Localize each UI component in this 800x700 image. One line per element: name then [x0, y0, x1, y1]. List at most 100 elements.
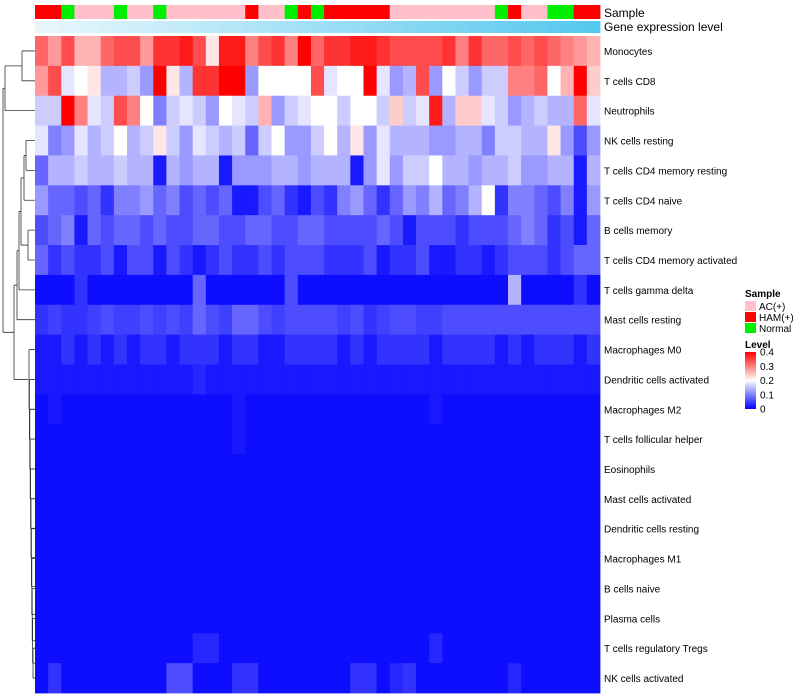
heatmap-cell — [455, 454, 470, 485]
heatmap-cell — [586, 424, 601, 455]
heatmap-cell — [573, 603, 588, 634]
heatmap-cell — [586, 36, 601, 67]
heatmap-cell — [284, 573, 299, 604]
heatmap-cell — [402, 364, 417, 395]
heatmap-cell — [166, 245, 180, 276]
heatmap-cell — [35, 424, 49, 455]
heatmap-cell — [113, 394, 128, 425]
heatmap-cell — [113, 334, 128, 365]
sample-annotation-cell — [284, 5, 299, 19]
expression-level-cell — [74, 21, 88, 33]
sample-annotation-cell — [297, 5, 312, 19]
heatmap-cell — [284, 334, 299, 365]
sample-annotation-cell — [586, 5, 601, 19]
heatmap-cell — [35, 95, 49, 126]
heatmap-cell — [534, 215, 548, 246]
heatmap-cell — [442, 125, 456, 156]
heatmap-cell — [258, 364, 272, 395]
heatmap-cell — [218, 394, 233, 425]
row-label: Dendritic cells activated — [604, 375, 709, 386]
heatmap-cell — [284, 304, 299, 336]
heatmap-cell — [218, 364, 233, 395]
heatmap-cell — [534, 36, 548, 67]
heatmap-cell — [271, 65, 286, 97]
heatmap-cell — [402, 65, 417, 97]
heatmap-cell — [310, 364, 325, 395]
heatmap-cell — [363, 513, 378, 545]
heatmap-cell — [232, 125, 246, 156]
heatmap-cell — [534, 454, 548, 485]
heatmap-cell — [192, 334, 207, 365]
heatmap-cell — [100, 513, 115, 545]
heatmap-cell — [363, 454, 378, 485]
heatmap-cell — [166, 334, 180, 365]
heatmap-cell — [363, 215, 378, 246]
heatmap-cell — [494, 603, 509, 634]
heatmap-cell — [87, 245, 102, 276]
heatmap-cell — [87, 483, 102, 515]
heatmap-cell — [586, 185, 601, 216]
heatmap-cell — [61, 603, 75, 634]
heatmap-cell — [337, 65, 351, 97]
expression-level-cell — [494, 21, 509, 33]
heatmap-cell — [337, 483, 351, 515]
heatmap-cell — [258, 424, 272, 455]
heatmap-cell — [48, 483, 62, 515]
heatmap-cell — [363, 424, 378, 455]
heatmap-cell — [310, 125, 325, 156]
heatmap-cell — [61, 95, 75, 126]
heatmap-cell — [547, 65, 561, 97]
heatmap-cell — [218, 65, 233, 97]
heatmap-cell — [468, 454, 483, 485]
heatmap-cell — [245, 245, 259, 276]
heatmap-cell — [192, 633, 207, 664]
heatmap-cell — [74, 65, 88, 97]
heatmap-cell — [402, 155, 417, 186]
heatmap-cell — [363, 663, 378, 694]
heatmap-cell — [350, 125, 364, 156]
heatmap-cell — [74, 95, 88, 126]
heatmap-cell — [35, 603, 49, 634]
heatmap-cell — [61, 364, 75, 395]
sample-annotation-cell — [402, 5, 417, 19]
heatmap-cell — [508, 513, 522, 545]
heatmap-cell — [205, 95, 220, 126]
heatmap-cell — [166, 304, 180, 336]
heatmap-cell — [376, 304, 391, 336]
heatmap-cell — [337, 125, 351, 156]
sample-annotation-cell — [100, 5, 115, 19]
heatmap-cell — [416, 394, 430, 425]
heatmap-cell — [416, 185, 430, 216]
heatmap-cell — [140, 36, 154, 67]
heatmap-cell — [494, 185, 509, 216]
heatmap-cell — [218, 215, 233, 246]
heatmap-cell — [153, 155, 167, 186]
heatmap-cell — [166, 543, 180, 574]
heatmap-cell — [140, 603, 154, 634]
heatmap-cell — [586, 573, 601, 604]
heatmap-cell — [521, 95, 535, 126]
heatmap-cell — [402, 185, 417, 216]
expression-level-cell — [455, 21, 470, 33]
heatmap-cell — [547, 36, 561, 67]
row-label: Dendritic cells resting — [604, 525, 699, 536]
heatmap-cell — [100, 304, 115, 336]
heatmap-cell — [442, 155, 456, 186]
heatmap-cell — [205, 245, 220, 276]
heatmap-cell — [284, 185, 299, 216]
heatmap-cell — [179, 245, 194, 276]
heatmap-cell — [232, 543, 246, 574]
heatmap-cell — [218, 95, 233, 126]
heatmap-cell — [310, 215, 325, 246]
heatmap-cell — [245, 334, 259, 365]
heatmap-cell — [126, 633, 141, 664]
heatmap-cell — [324, 334, 338, 365]
heatmap-cell — [324, 95, 338, 126]
sample-annotation-cell — [192, 5, 207, 19]
sample-annotation-cell — [245, 5, 259, 19]
expression-level-cell — [521, 21, 535, 33]
heatmap-cell — [310, 304, 325, 336]
heatmap-cell — [245, 663, 259, 694]
heatmap-cell — [586, 65, 601, 97]
heatmap-cell — [350, 394, 364, 425]
